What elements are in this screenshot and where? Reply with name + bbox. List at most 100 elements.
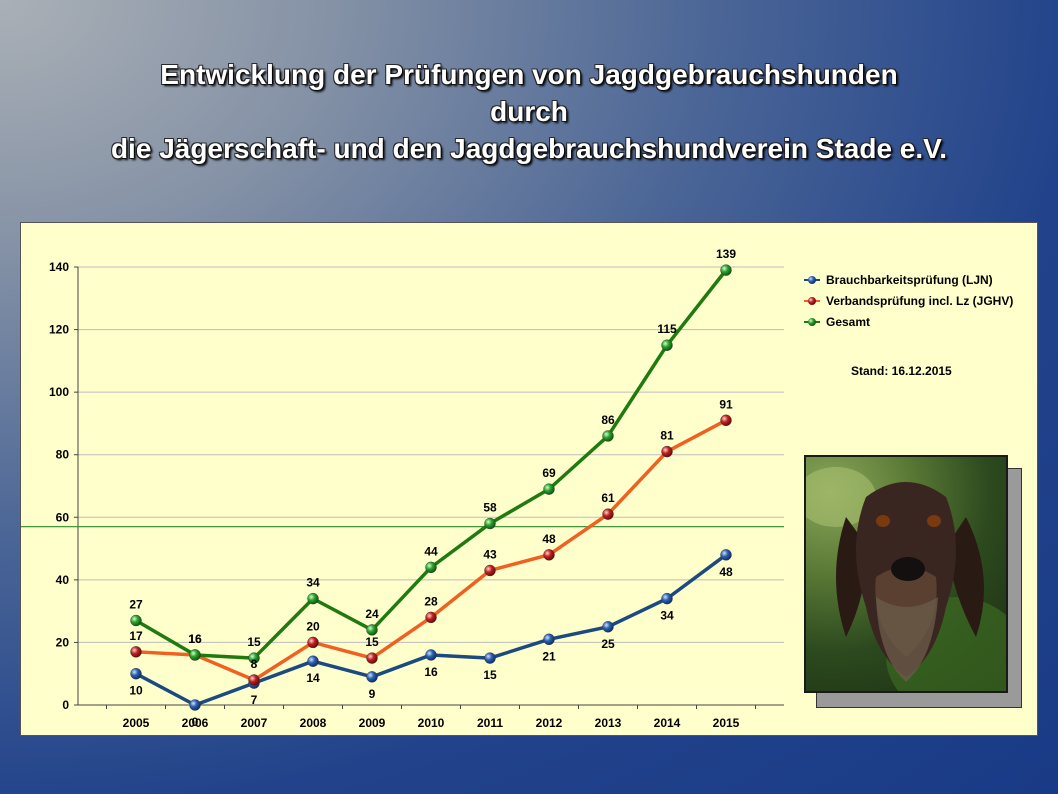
y-tick-label: 0 [62,698,69,712]
data-point [425,649,437,661]
data-label: 15 [247,635,261,649]
data-point [484,517,496,530]
data-point [661,592,673,605]
title-line-1: Entwicklung der Prüfungen von Jagdgebrau… [160,59,898,90]
data-label: 0 [192,715,199,729]
legend-item-jghv: Verbandsprüfung incl. Lz (JGHV) [804,290,1013,311]
series-line-1 [135,553,728,707]
data-point [484,564,496,577]
y-tick-label: 20 [56,635,70,649]
data-label: 91 [719,397,733,411]
data-point [307,655,319,667]
data-label: 27 [129,598,143,612]
data-label: 14 [306,671,320,685]
y-tick-label: 140 [49,260,69,274]
data-point [307,636,319,649]
data-point [366,652,378,664]
data-point [720,549,732,561]
data-point [484,652,496,664]
data-label: 48 [719,565,733,579]
x-tick-label: 2009 [359,716,386,730]
x-tick-label: 2015 [713,716,740,730]
data-point [189,699,201,711]
x-tick-label: 2008 [300,716,327,730]
data-point [602,508,614,520]
x-tick-label: 2014 [654,716,681,730]
data-label: 34 [660,609,674,623]
data-label: 81 [660,429,674,443]
x-tick-label: 2011 [477,716,503,730]
x-tick-label: 2006 [182,716,209,730]
legend-marker-blue [804,275,820,284]
data-label: 9 [369,687,376,701]
data-label: 21 [542,649,556,663]
y-tick-label: 80 [56,448,70,462]
data-point [720,414,732,427]
dog-photo [804,455,1008,693]
data-label: 7 [251,693,258,707]
legend: Brauchbarkeitsprüfung (LJN) Verbandsprüf… [804,269,1013,332]
data-point [366,624,378,636]
data-point [425,561,437,574]
data-point [307,592,319,605]
legend-item-ljn: Brauchbarkeitsprüfung (LJN) [804,269,1013,290]
data-point [130,614,142,627]
data-point [661,339,673,351]
y-tick-label: 100 [49,385,69,399]
chart-panel: 0 20 40 60 80 100 120 140 2005 2006 2007 2008 2009 20… [20,222,1038,736]
legend-label-jghv: Verbandsprüfung incl. Lz (JGHV) [826,293,1014,308]
legend-label-ljn: Brauchbarkeitsprüfung (LJN) [826,272,993,287]
data-label: 16 [188,632,202,646]
data-point [248,652,260,664]
data-label: 28 [424,594,438,608]
data-point [720,264,732,276]
data-point [366,671,378,683]
data-label: 16 [188,632,202,646]
title-line-3: die Jägerschaft- und den Jagdgebrauchshu… [110,133,948,164]
legend-marker-green [804,317,820,326]
data-label: 58 [483,501,497,515]
data-label: 69 [542,466,556,480]
data-point [602,430,614,442]
data-point [543,549,555,561]
y-tick-label: 60 [56,510,70,524]
data-label: 61 [601,491,615,505]
data-point [425,611,437,624]
stand-date: Stand: 16.12.2015 [851,364,952,378]
data-label: 8 [251,657,258,671]
dog-image [806,467,1006,691]
data-label: 139 [716,247,736,261]
data-point [602,621,614,633]
y-tick-label: 120 [49,323,69,337]
x-tick-label: 2013 [595,716,622,730]
data-point [130,668,142,680]
data-label: 48 [542,532,556,546]
data-label: 15 [365,635,379,649]
legend-label-gesamt: Gesamt [826,314,871,329]
legend-item-gesamt: Gesamt [804,311,1013,332]
data-label: 115 [657,322,677,336]
data-label: 17 [129,629,143,643]
data-point [543,633,555,645]
title-line-2: durch [490,96,568,127]
x-tick-label: 2005 [123,716,150,730]
legend-marker-red [804,296,820,305]
data-point [130,646,142,658]
x-tick-label: 2010 [418,716,445,730]
data-label: 86 [601,413,615,427]
y-tick-label: 40 [56,573,70,587]
data-label: 24 [365,607,379,621]
x-tick-label: 2007 [241,716,268,730]
data-label: 10 [129,684,143,698]
slide-title: Entwicklung der Prüfungen von Jagdgebrau… [0,56,1058,167]
data-label: 44 [424,544,438,558]
data-label: 20 [306,619,320,633]
data-label: 16 [424,665,438,679]
data-label: 15 [483,668,497,682]
data-point [248,674,260,686]
data-point [661,445,673,458]
x-tick-label: 2012 [536,716,563,730]
data-label: 43 [483,547,497,561]
data-label: 34 [306,576,320,590]
